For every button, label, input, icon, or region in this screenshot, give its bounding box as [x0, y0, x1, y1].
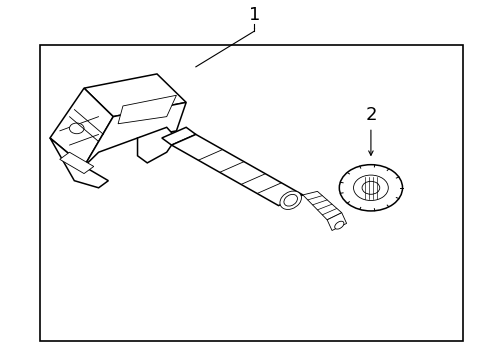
Text: 1: 1	[248, 6, 260, 24]
Text: 2: 2	[365, 106, 376, 124]
Polygon shape	[50, 88, 113, 166]
Ellipse shape	[334, 221, 343, 229]
Bar	[40, 45, 462, 341]
Ellipse shape	[284, 194, 297, 206]
Polygon shape	[50, 138, 108, 188]
Polygon shape	[84, 102, 186, 166]
Circle shape	[361, 181, 379, 194]
Polygon shape	[302, 192, 341, 220]
Ellipse shape	[279, 191, 301, 210]
Polygon shape	[326, 213, 346, 230]
Polygon shape	[137, 127, 176, 163]
Polygon shape	[118, 95, 176, 124]
Circle shape	[69, 123, 84, 134]
Polygon shape	[171, 134, 302, 206]
Polygon shape	[60, 152, 94, 174]
Polygon shape	[162, 127, 196, 145]
Polygon shape	[84, 74, 186, 117]
Circle shape	[339, 165, 402, 211]
Circle shape	[353, 175, 387, 201]
